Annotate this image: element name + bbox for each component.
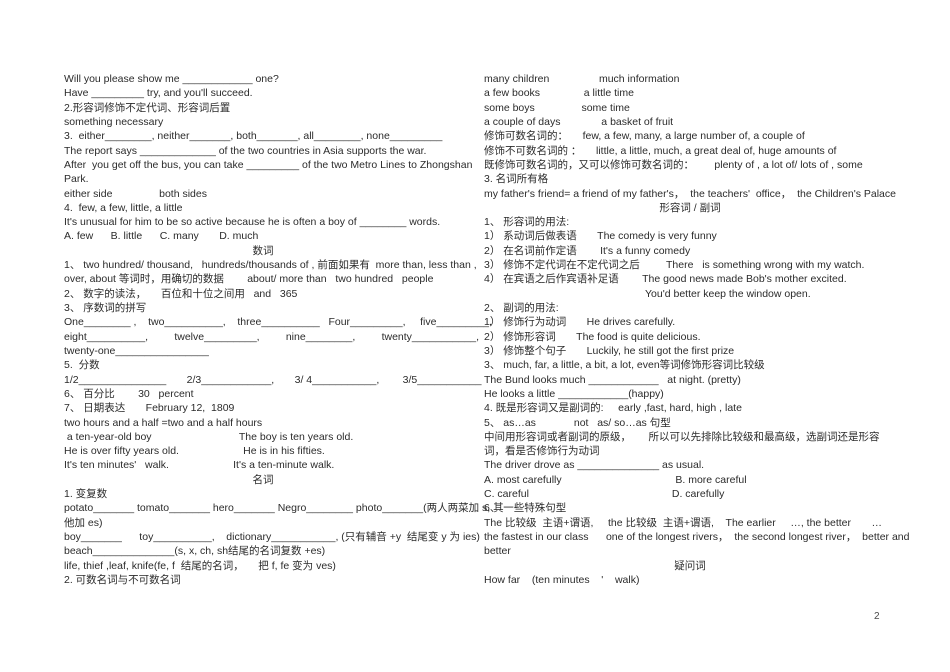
text-line: 2. 可数名词与不可数名词 [64, 573, 181, 586]
text-line: After you get off the bus, you can take … [64, 158, 473, 171]
text-line: 2、 副词的用法: [484, 302, 559, 314]
text-line: many children much information [484, 73, 680, 85]
text-line: It's unusual for him to be so active bec… [64, 216, 441, 229]
text-line: 修饰不可数名词的 ： little, a little, much, a gre… [484, 144, 837, 157]
text-line: potato_______ tomato_______ hero_______ … [64, 502, 504, 515]
text-line: 7、 日期表达 February 12, 1809 [64, 402, 235, 415]
text-line: 3） 修饰整个句子 Luckily, he still got the firs… [484, 344, 735, 357]
right-column: many children much information a few book… [484, 72, 910, 587]
text-line: 1/2_______________ 2/3____________, 3/ 4… [64, 373, 482, 386]
text-line: 3. either________, neither_______, both_… [64, 130, 443, 143]
text-line: He looks a little ____________(happy) [484, 387, 664, 400]
text-line: 既修饰可数名词的，又可以修饰可数名词的： plenty of , a lot o… [484, 158, 863, 171]
text-line: How far (ten minutes ' walk) [484, 573, 640, 586]
text-line: 词，看是否修饰行为动词 [484, 445, 600, 458]
text-line: a ten-year-old boy The boy is ten years … [64, 430, 354, 443]
text-line: 1） 系动词后做表语 The comedy is very funny [484, 230, 717, 243]
text-line: 1、 two hundred/ thousand, hundreds/thous… [64, 259, 477, 272]
text-line: 4. few, a few, little, a little [64, 201, 183, 214]
text-line: Will you please show me ____________ one… [64, 73, 279, 85]
text-line: One________ , two__________, three______… [64, 316, 492, 329]
left-column: Will you please show me ____________ one… [64, 72, 504, 587]
text-line: 4） 在宾语之后作宾语补足语 The good news made Bob's … [484, 273, 847, 286]
text-line: C. careful D. carefully [484, 488, 725, 501]
section-heading-nouns: 名词 [252, 473, 274, 486]
text-line: 2） 修饰形容词 The food is quite delicious. [484, 330, 701, 343]
text-line: eight__________, twelve_________, nine__… [64, 330, 480, 343]
text-line: 2.形容词修饰不定代词、形容词后置 [64, 101, 231, 114]
text-line: life, thief ,leaf, knife(fe, f 结尾的名词， 把 … [64, 559, 336, 572]
text-line: He is over fifty years old. He is in his… [64, 445, 325, 458]
text-line: 3、 much, far, a little, a bit, a lot, ev… [484, 359, 765, 372]
text-line: 3、 序数词的拼写 [64, 302, 147, 314]
text-line: 修饰可数名词的： few, a few, many, a large numbe… [484, 130, 805, 143]
text-line: 4. 既是形容词又是副词的: early ,fast, hard, high ,… [484, 402, 742, 415]
text-line: some boys some time [484, 101, 630, 114]
text-line: 中间用形容词或者副词的原级， 所以可以先排除比较级和最高级，选副词还是形容 [484, 430, 880, 443]
text-line: something necessary [64, 115, 164, 128]
page-number: 2 [874, 611, 880, 622]
text-line: You'd better keep the window open. [645, 287, 811, 300]
text-line: 6、 一些特殊句型 [484, 502, 567, 515]
text-line: a couple of days a basket of fruit [484, 115, 674, 128]
text-line: The 比较级 主语+谓语, the 比较级 主语+谓语, The earlie… [484, 516, 882, 529]
text-line: two hours and a half =two and a half hou… [64, 416, 263, 429]
text-line: 3） 修饰不定代词在不定代词之后 There is something wron… [484, 259, 865, 272]
text-line: A. few B. little C. many D. much [64, 230, 259, 243]
text-line: either side both sides [64, 187, 207, 200]
text-line: The driver drove as ______________ as us… [484, 459, 705, 472]
text-line: boy_______ toy__________, dictionary____… [64, 531, 480, 543]
text-line: beach______________(s, x, ch, sh结尾的名词复数 … [64, 545, 326, 558]
text-line: twenty-one________________ [64, 344, 209, 357]
text-line: 3. 名词所有格 [484, 173, 549, 186]
text-line: 1） 修饰行为动词 He drives carefully. [484, 316, 676, 329]
text-line: a few books a little time [484, 87, 634, 100]
text-line: 6、 百分比 30 percent [64, 387, 194, 400]
section-heading-question-words: 疑问词 [674, 559, 706, 572]
text-line: my father's friend= a friend of my fathe… [484, 187, 896, 200]
text-line: A. most carefully B. more careful [484, 473, 747, 486]
section-heading-numerals: 数词 [252, 244, 274, 257]
text-line: better [484, 545, 511, 558]
text-line: 他加 es) [64, 516, 103, 529]
text-line: over, about 等词时，用确切的数据 about/ more than … [64, 273, 434, 286]
text-line: 2、 数字的读法， 百位和十位之间用 and 365 [64, 287, 298, 300]
text-line: 5、 as…as not as/ so…as 句型 [484, 416, 671, 429]
section-heading-adjectives-adverbs: 形容词 / 副词 [659, 201, 721, 214]
text-line: It's ten minutes' walk. It's a ten-minut… [64, 459, 335, 472]
text-line: The report says _____________ of the two… [64, 144, 427, 157]
text-line: 2） 在名词前作定语 It's a funny comedy [484, 244, 691, 257]
text-line: 1. 变复数 [64, 488, 108, 501]
text-line: 5. 分数 [64, 359, 100, 372]
text-line: The Bund looks much ____________ at nigh… [484, 373, 741, 386]
text-line: Have _________ try, and you'll succeed. [64, 87, 253, 100]
text-line: 1、 形容词的用法: [484, 216, 570, 229]
text-line: Park. [64, 173, 89, 186]
text-line: the fastest in our class one of the long… [484, 531, 910, 543]
